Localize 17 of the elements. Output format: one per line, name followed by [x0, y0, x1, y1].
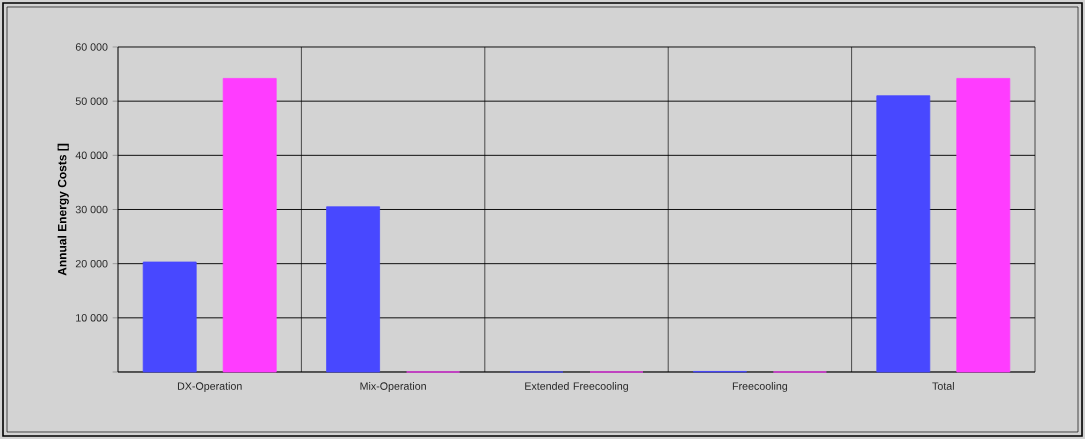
y-tick-label: 20 000: [75, 259, 108, 268]
bar: [956, 78, 1011, 373]
x-tick-label: Extended Freecooling: [525, 382, 628, 392]
bar: [222, 78, 277, 373]
y-tick-label: 30 000: [75, 205, 108, 214]
y-tick-label: 10 000: [76, 314, 108, 322]
x-tick-label: DX-Operation: [177, 382, 242, 392]
y-axis-title: Annual Energy Costs []: [57, 143, 69, 276]
y-tick-label: 40 000: [75, 151, 108, 160]
x-tick-label: Freecooling: [732, 382, 788, 392]
bar: [142, 261, 197, 373]
y-tick-label: 60 000: [75, 43, 108, 51]
bar: [876, 95, 931, 373]
x-tick-label: Total: [932, 382, 954, 390]
x-tick-label: Mix-Operation: [360, 382, 426, 392]
y-tick-label: 50 000: [75, 97, 108, 105]
bar: [326, 206, 380, 373]
